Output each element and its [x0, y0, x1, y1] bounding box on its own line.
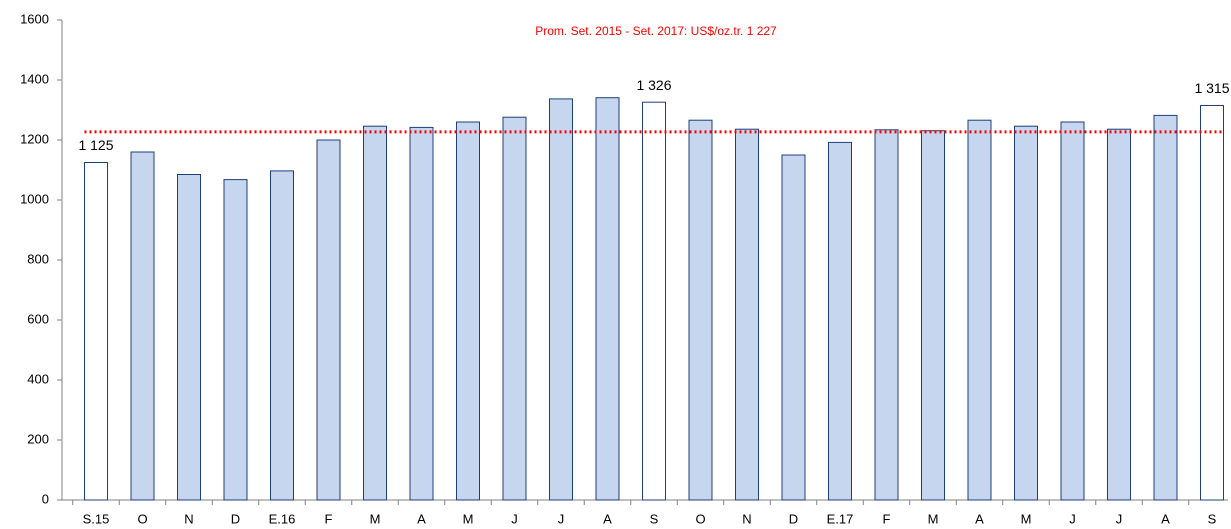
x-tick-label: J — [511, 511, 518, 526]
y-tick-label: 200 — [27, 431, 49, 446]
bar — [270, 170, 294, 501]
x-tick-label: S — [650, 511, 659, 526]
x-tick-label: O — [695, 511, 705, 526]
x-tick-label: A — [1161, 511, 1170, 526]
bar — [130, 151, 155, 501]
value-label: 1 315 — [1194, 80, 1229, 96]
bar — [1200, 105, 1224, 501]
y-tick-label: 600 — [27, 311, 49, 326]
x-tick-label: S.15 — [83, 511, 110, 526]
bar — [1014, 125, 1038, 501]
bar — [177, 174, 201, 501]
y-tick-label: 800 — [27, 251, 49, 266]
bar — [688, 119, 713, 501]
bar — [828, 141, 852, 501]
x-tick-label: E.17 — [827, 511, 854, 526]
value-label: 1 125 — [78, 137, 113, 153]
x-tick-label: D — [789, 511, 798, 526]
bar — [921, 130, 945, 501]
x-tick-label: D — [231, 511, 240, 526]
bar — [1060, 121, 1085, 501]
x-tick-label: F — [883, 511, 891, 526]
average-label: Prom. Set. 2015 - Set. 2017: US$/oz.tr. … — [535, 24, 777, 38]
x-tick-label: J — [558, 511, 565, 526]
bar — [595, 97, 620, 501]
bar — [735, 128, 759, 501]
bar — [456, 121, 480, 501]
bar — [967, 119, 992, 501]
bar — [363, 125, 387, 501]
x-tick-label: M — [1021, 511, 1032, 526]
x-tick-label: N — [742, 511, 751, 526]
x-tick-label: F — [325, 511, 333, 526]
x-tick-label: J — [1069, 511, 1076, 526]
bar — [874, 129, 899, 501]
x-tick-label: O — [137, 511, 147, 526]
bar — [1107, 128, 1131, 501]
y-tick-label: 1200 — [20, 131, 49, 146]
x-tick-label: S — [1208, 511, 1217, 526]
x-tick-label: M — [463, 511, 474, 526]
bar — [316, 139, 341, 501]
x-tick-label: M — [928, 511, 939, 526]
x-tick-label: J — [1116, 511, 1123, 526]
x-tick-label: E.16 — [269, 511, 296, 526]
bar — [1153, 114, 1178, 501]
y-tick-label: 1600 — [20, 11, 49, 26]
x-tick-label: A — [603, 511, 612, 526]
x-tick-label: M — [370, 511, 381, 526]
bar — [84, 162, 108, 501]
x-tick-label: A — [417, 511, 426, 526]
y-tick-label: 0 — [42, 491, 49, 506]
y-tick-label: 1000 — [20, 191, 49, 206]
y-tick-label: 400 — [27, 371, 49, 386]
value-label: 1 326 — [636, 77, 671, 93]
bar — [781, 154, 806, 501]
bar — [502, 116, 527, 501]
bar — [642, 101, 666, 501]
bar — [549, 98, 573, 501]
bar — [223, 179, 248, 501]
x-tick-label: A — [975, 511, 984, 526]
bar — [409, 126, 434, 501]
x-tick-label: N — [184, 511, 193, 526]
y-tick-label: 1400 — [20, 71, 49, 86]
